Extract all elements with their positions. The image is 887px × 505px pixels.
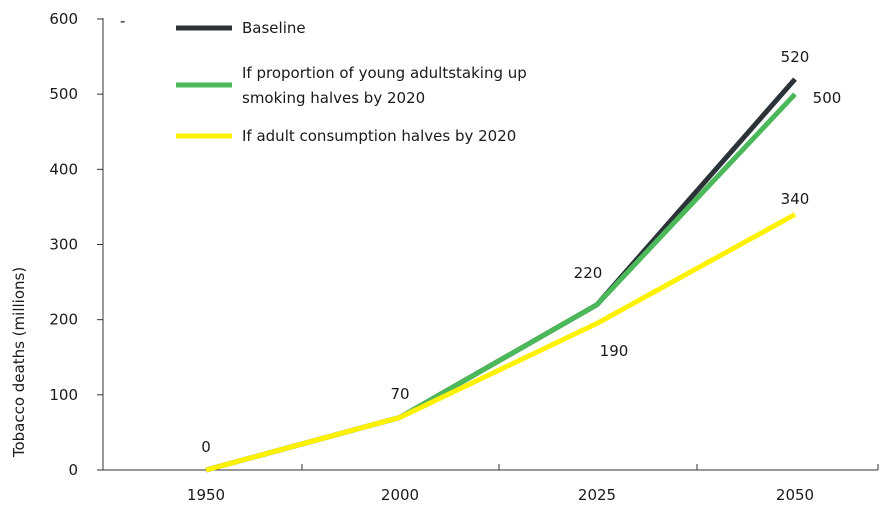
y-axis-ticks: 0 100 200 300 400 500 600 — [49, 10, 103, 479]
data-label-2050-young: 500 — [813, 89, 842, 107]
data-label-1950: 0 — [201, 438, 211, 456]
legend-label-young-adults-line2: smoking halves by 2020 — [242, 89, 425, 107]
data-label-2025-adult: 190 — [600, 342, 629, 360]
series-lines — [205, 77, 797, 473]
legend-label-young-adults-line1: If proportion of young adultstaking up — [242, 64, 527, 82]
y-tick-label: 500 — [49, 85, 78, 103]
y-tick-label: 400 — [49, 160, 78, 178]
series-line-adult — [205, 212, 797, 473]
data-labels: 0 70 220 190 520 500 340 — [201, 48, 841, 456]
x-tick-label: 2000 — [381, 486, 419, 504]
x-tick-label: 2050 — [776, 486, 814, 504]
legend: Baseline If proportion of young adultsta… — [176, 19, 527, 145]
x-tick-label: 2025 — [578, 486, 616, 504]
y-tick-label: 100 — [49, 386, 78, 404]
x-axis-ticks: 1950 2000 2025 2050 — [102, 464, 879, 504]
x-tick-label: 1950 — [187, 486, 225, 504]
stray-dash-mark: - — [120, 12, 125, 30]
data-label-2050-adult: 340 — [781, 190, 810, 208]
y-axis-title: Tobacco deaths (millions) — [10, 267, 28, 458]
series-line-young — [205, 92, 797, 473]
data-label-2000: 70 — [390, 385, 409, 403]
y-tick-label: 600 — [49, 10, 78, 28]
legend-label-adult-consumption: If adult consumption halves by 2020 — [242, 127, 516, 145]
y-tick-label: 300 — [49, 236, 78, 254]
data-label-2050-baseline: 520 — [781, 48, 810, 66]
data-label-2025-baseline: 220 — [574, 264, 603, 282]
y-tick-label: 0 — [68, 461, 78, 479]
y-tick-label: 200 — [49, 311, 78, 329]
legend-label-baseline: Baseline — [242, 19, 306, 37]
